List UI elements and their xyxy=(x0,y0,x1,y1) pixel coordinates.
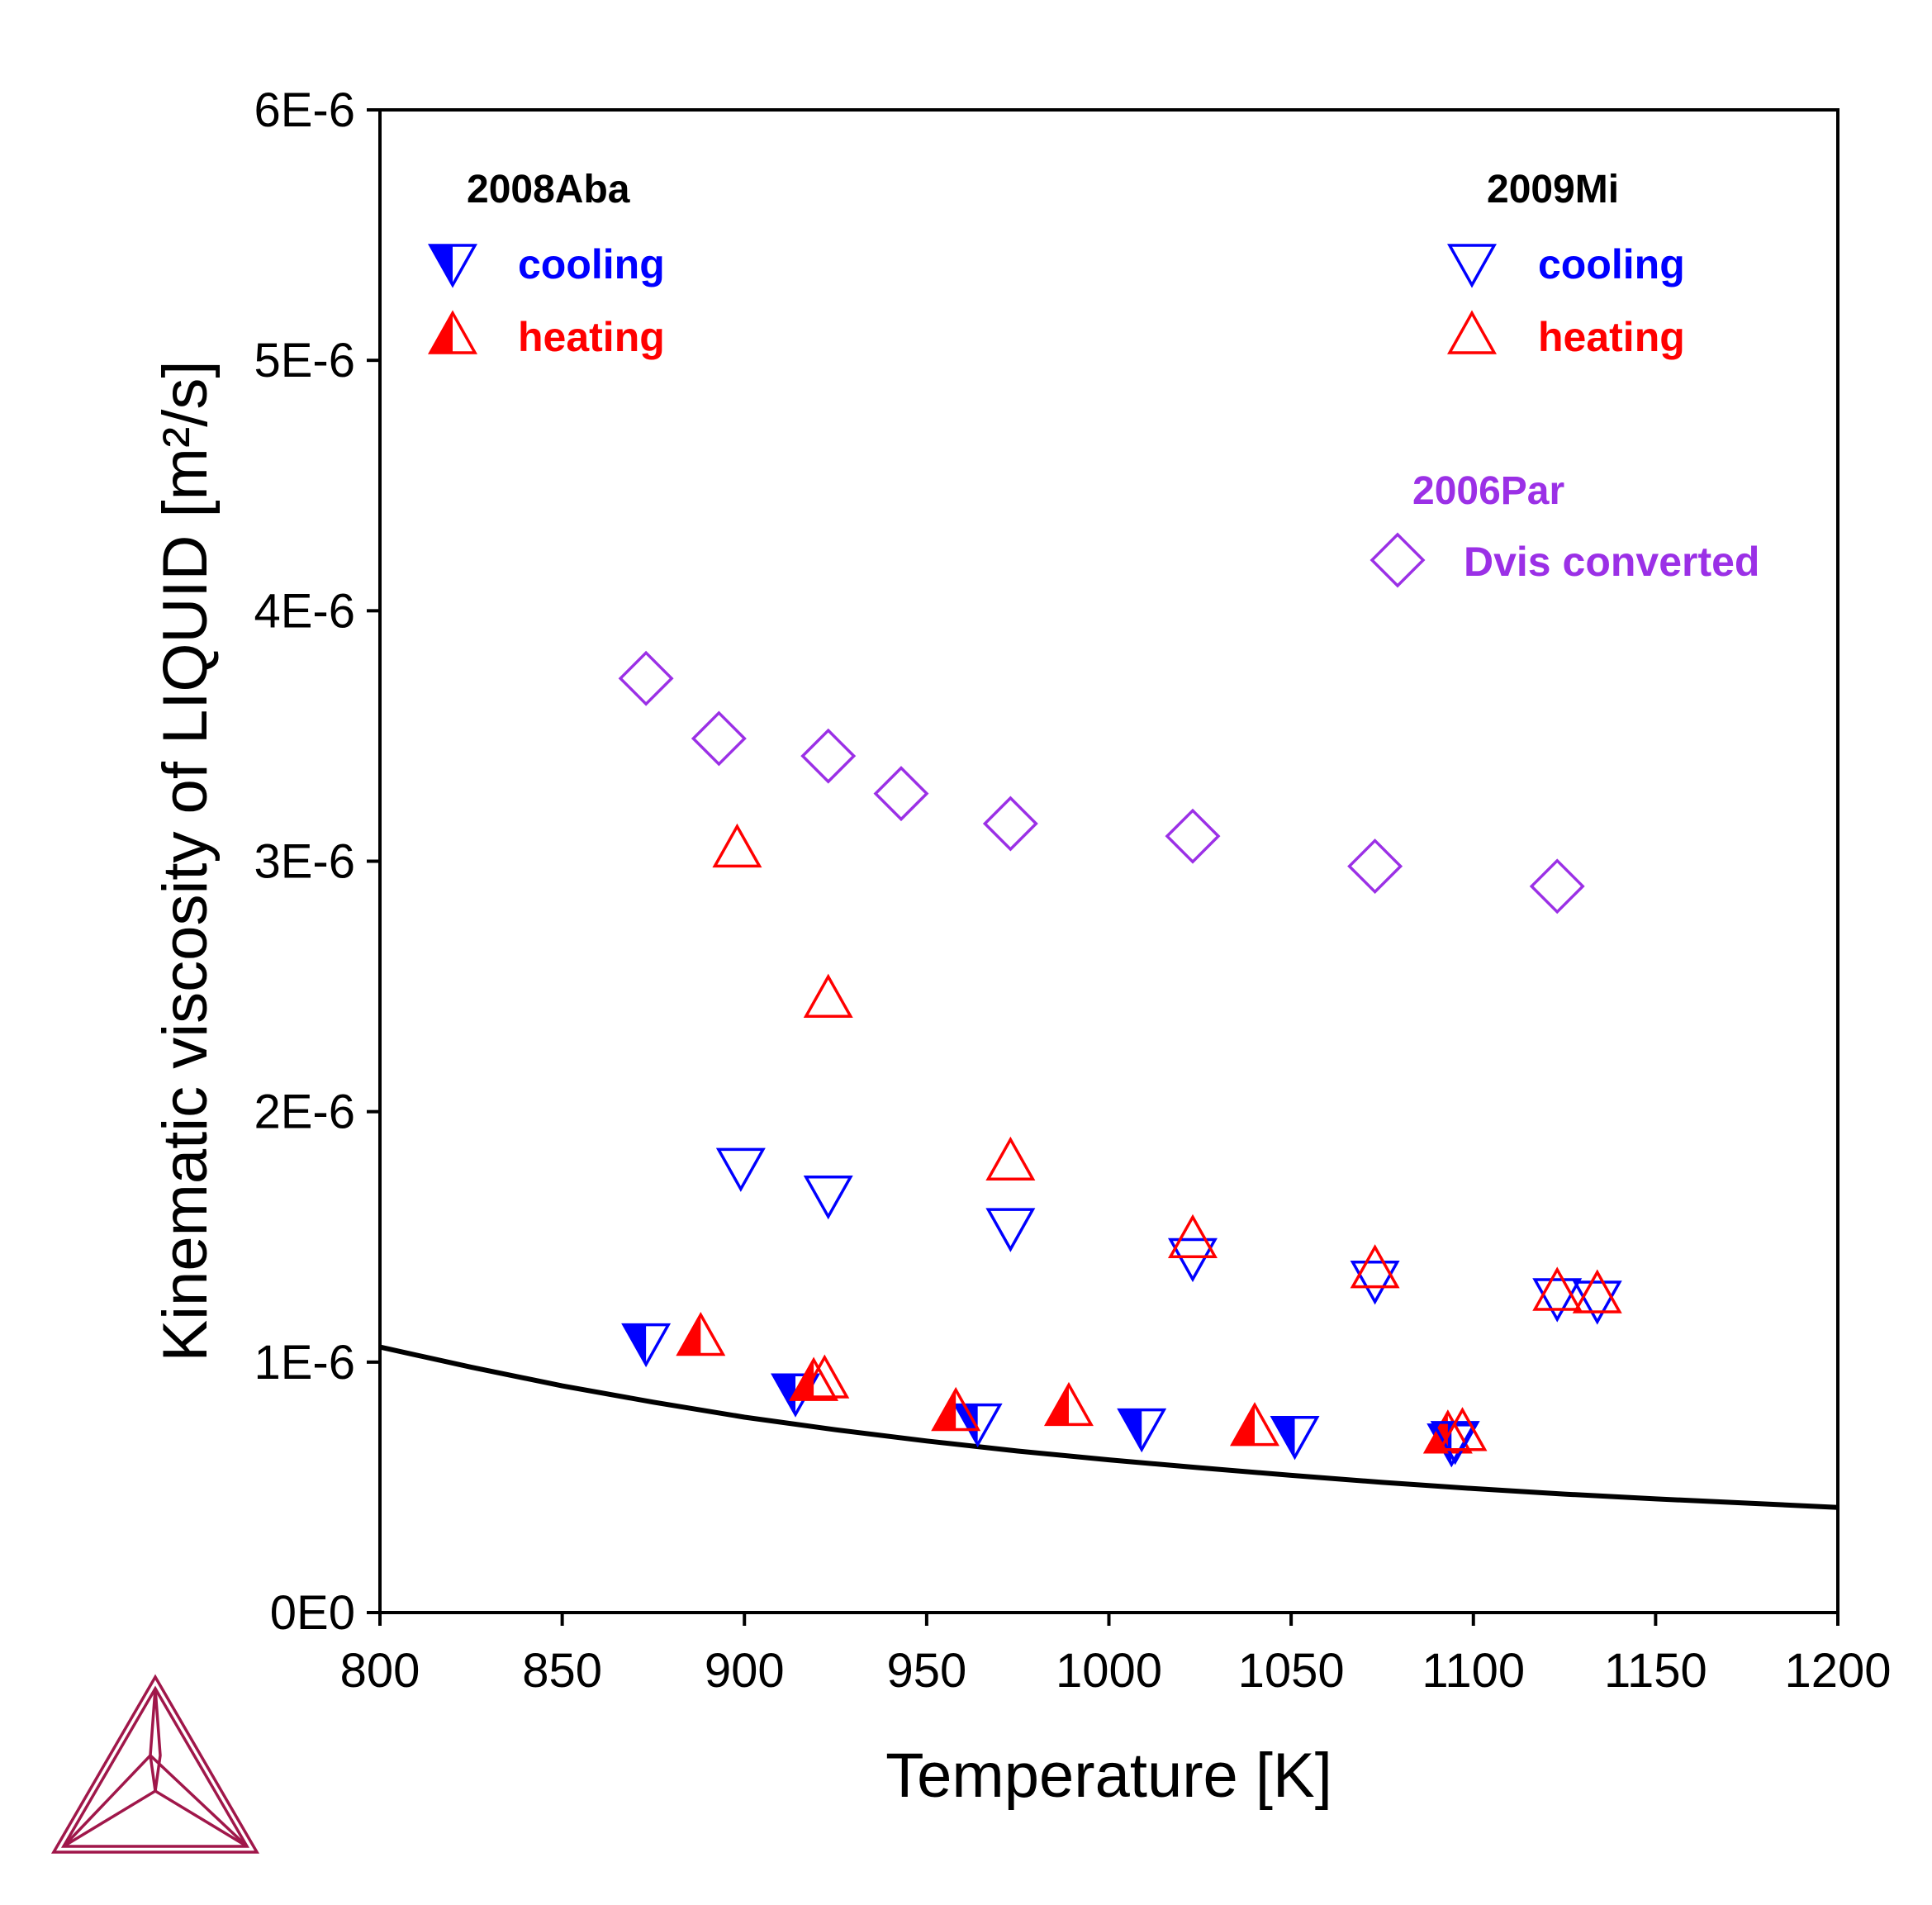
legend-label: Dvis converted xyxy=(1464,539,1759,585)
legend-entry: cooling xyxy=(1447,241,1685,288)
legend-marker xyxy=(428,244,477,288)
data-point xyxy=(1230,1402,1279,1447)
calculated-viscosity-line xyxy=(379,1344,1839,1510)
x-tick-label: 1150 xyxy=(1604,1644,1707,1698)
legend-marker xyxy=(1369,532,1426,588)
data-point xyxy=(1117,1408,1167,1453)
legend-label: cooling xyxy=(1538,241,1685,287)
x-axis-title: Temperature [K] xyxy=(885,1741,1332,1811)
legend-entry: cooling xyxy=(428,241,665,288)
legend-marker xyxy=(428,310,477,354)
legend-label: cooling xyxy=(518,241,665,287)
data-point xyxy=(691,710,747,767)
data-point xyxy=(1270,1416,1320,1461)
legend-entry: heating xyxy=(428,310,665,360)
legend-group-title: 2006Par xyxy=(1412,469,1564,513)
data-point xyxy=(715,1147,766,1192)
data-point xyxy=(1572,1280,1622,1325)
legend-group-title: 2009Mi xyxy=(1487,168,1619,211)
x-tick-label: 850 xyxy=(522,1644,602,1698)
y-tick-label: 5E-6 xyxy=(254,334,355,387)
data-point xyxy=(1165,808,1221,864)
data-point xyxy=(985,1208,1036,1252)
legend-group-2009mi: 2009Mi cooling heating xyxy=(1447,168,1685,360)
y-tick-label: 1E-6 xyxy=(254,1336,355,1390)
y-tick-label: 6E-6 xyxy=(254,83,355,137)
y-tick-label: 4E-6 xyxy=(254,584,355,638)
data-point xyxy=(873,766,929,822)
legend-marker xyxy=(1447,244,1497,288)
data-point xyxy=(800,1354,850,1399)
series-2006par xyxy=(618,650,1585,914)
data-point xyxy=(803,1175,853,1220)
data-point xyxy=(800,728,857,784)
series-2009mi-heating xyxy=(712,823,1622,1451)
axes: 800 850 900 950 1000 1050 1100 1150 1200 0E0 1E-6 2… xyxy=(150,83,1892,1811)
x-tick-label: 800 xyxy=(340,1644,420,1698)
data-point xyxy=(985,1136,1036,1181)
data-point xyxy=(1350,1261,1400,1305)
data-point xyxy=(982,796,1038,852)
data-point xyxy=(621,1323,672,1368)
data-point xyxy=(1572,1269,1622,1314)
legend-entry: heating xyxy=(1447,310,1685,360)
y-tick-label: 3E-6 xyxy=(254,835,355,889)
data-point xyxy=(803,973,853,1018)
data-point xyxy=(1043,1381,1094,1427)
legend-label: heating xyxy=(1538,314,1685,360)
legend-group-title: 2008Aba xyxy=(467,168,630,211)
y-tick-label: 0E0 xyxy=(270,1586,355,1640)
x-tick-label: 1050 xyxy=(1238,1644,1345,1698)
legend: 2008Aba cooling heating 2009Mi cooling heatin… xyxy=(428,168,1759,588)
data-point xyxy=(618,650,674,706)
data-point xyxy=(1167,1214,1218,1259)
y-tick-label: 2E-6 xyxy=(254,1086,355,1139)
data-point xyxy=(1350,1244,1400,1289)
y-axis-title: Kinematic viscosity of LIQUID [m²/s] xyxy=(150,360,221,1361)
data-point xyxy=(931,1386,981,1432)
x-tick-label: 1200 xyxy=(1784,1644,1891,1698)
x-tick-label: 950 xyxy=(886,1644,966,1698)
legend-entry: Dvis converted xyxy=(1369,532,1759,588)
legend-label: heating xyxy=(518,314,665,360)
data-point xyxy=(712,823,762,868)
data-point xyxy=(1532,1278,1583,1323)
data-point xyxy=(1167,1238,1218,1283)
data-point xyxy=(1532,1266,1583,1311)
logo-icon xyxy=(50,1674,260,1854)
x-tick-label: 1000 xyxy=(1056,1644,1162,1698)
data-point xyxy=(952,1403,1003,1448)
legend-group-2006par: 2006Par Dvis converted xyxy=(1369,469,1759,588)
plot-area xyxy=(379,650,1839,1510)
data-point xyxy=(676,1311,726,1356)
data-point xyxy=(1529,858,1585,914)
x-tick-label: 1100 xyxy=(1422,1644,1525,1698)
data-point xyxy=(1437,1407,1488,1451)
legend-marker xyxy=(1447,310,1497,354)
x-tick-label: 900 xyxy=(705,1644,785,1698)
legend-group-2008aba: 2008Aba cooling heating xyxy=(428,168,665,360)
data-point xyxy=(1347,838,1403,895)
